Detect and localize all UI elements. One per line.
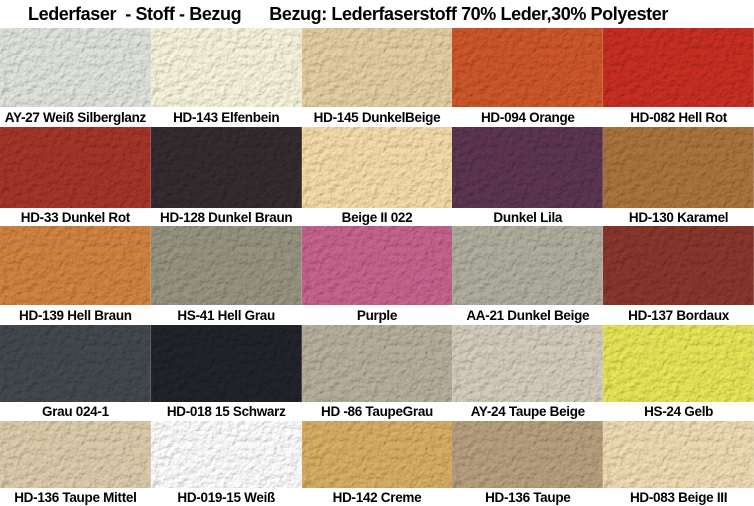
swatch-color [0,325,151,402]
swatch-row [0,127,754,208]
swatch [452,28,604,107]
swatch-color [150,421,302,488]
swatch-color [452,226,604,305]
swatch-color [301,226,453,305]
swatch-label: HD-018 15 Schwarz [166,404,286,419]
label-row: Grau 024-1 HD-018 15 Schwarz HD -86 TaupeG… [0,402,754,421]
label-row: AY-27 Weiß Silberglanz HD-143 Elfenbein HD… [0,107,754,127]
page-title: Lederfaser - Stoff - Bezug Bezug: Lederf… [0,0,754,28]
swatch [150,325,302,402]
swatch [452,226,604,305]
swatch [150,127,302,208]
swatch [150,421,302,488]
swatch-label: Dunkel Lila [493,209,563,225]
swatch-color [603,325,754,402]
swatch-label: Grau 024-1 [42,404,109,419]
swatch [0,127,151,208]
swatch [603,421,754,488]
swatch-label: HD-33 Dunkel Rot [20,209,131,225]
swatch-color [150,28,302,107]
swatch [603,325,754,402]
swatch [0,28,151,107]
swatch-label: HD-136 Taupe [485,489,571,505]
swatch-label: AY-24 Taupe Beige [470,404,586,419]
swatch-color [150,325,302,402]
title-right: Bezug: Lederfaserstoff 70% Leder,30% Pol… [269,3,668,24]
swatch-row [0,28,754,107]
swatch-color [301,325,453,402]
swatch-color [452,127,604,208]
swatch-label: HD-082 Hell Rot [630,109,727,125]
swatch-color [603,226,754,305]
swatch-label: HD-128 Dunkel Braun [160,209,293,225]
swatch [301,226,453,305]
swatch-label: HD-019-15 Weiß [177,489,275,505]
swatch-color [0,127,151,208]
swatch-label: HD-142 Creme [332,489,422,505]
swatch [301,28,453,107]
swatch-color [603,421,754,488]
swatch-label: HD-130 Karamel [628,209,729,225]
swatch-color [452,325,604,402]
swatch-label: AY-27 Weiß Silberglanz [4,109,147,125]
swatch-label: HD-145 DunkelBeige [313,109,441,125]
swatch [0,325,151,402]
swatch-color [0,28,151,107]
swatch-label: HD-137 Bordaux [628,307,729,323]
swatch-label: HD-094 Orange [480,109,575,125]
swatch [452,127,604,208]
swatch [603,127,754,208]
swatch-color [301,28,453,107]
swatch [452,421,604,488]
swatch-color [150,226,302,305]
label-row: HD-136 Taupe Mittel HD-019-15 Weiß HD-142 … [0,488,754,506]
swatch-label: HS-24 Gelb [644,404,714,419]
swatch-label: Beige II 022 [341,209,413,225]
label-row: HD-33 Dunkel Rot HD-128 Dunkel Braun Beige… [0,208,754,226]
swatch [603,226,754,305]
swatch-label: HD-139 Hell Braun [19,307,132,323]
swatch-label: HD-143 Elfenbein [173,109,280,125]
swatch [150,28,302,107]
label-row: HD-139 Hell Braun HS-41 Hell Grau Purple AA… [0,305,754,325]
swatch-row [0,226,754,305]
swatch-label: HD-136 Taupe Mittel [14,489,137,505]
swatch [301,127,453,208]
swatch-grid: AY-27 Weiß Silberglanz HD-143 Elfenbein HD… [0,28,754,506]
swatch-color [603,127,754,208]
title-left: Lederfaser - Stoff - Bezug [28,3,242,24]
swatch-color [603,28,754,107]
swatch-color [301,127,453,208]
swatch-color [301,421,453,488]
swatch [452,325,604,402]
swatch-row [0,325,754,402]
swatch-color [0,421,151,488]
swatch-label: HS-41 Hell Grau [177,307,275,323]
swatch [0,421,151,488]
swatch-label: HD -86 TaupeGrau [321,404,433,419]
swatch [301,325,453,402]
swatch [0,226,151,305]
swatch-label: Purple [356,307,398,323]
swatch-color [452,28,604,107]
swatch-color [452,421,604,488]
swatch-color [0,226,151,305]
swatch-row [0,421,754,488]
swatch [301,421,453,488]
swatch [150,226,302,305]
swatch [603,28,754,107]
swatch-label: AA-21 Dunkel Beige [466,307,590,323]
swatch-label: HD-083 Beige III [629,489,728,505]
swatch-color [150,127,302,208]
